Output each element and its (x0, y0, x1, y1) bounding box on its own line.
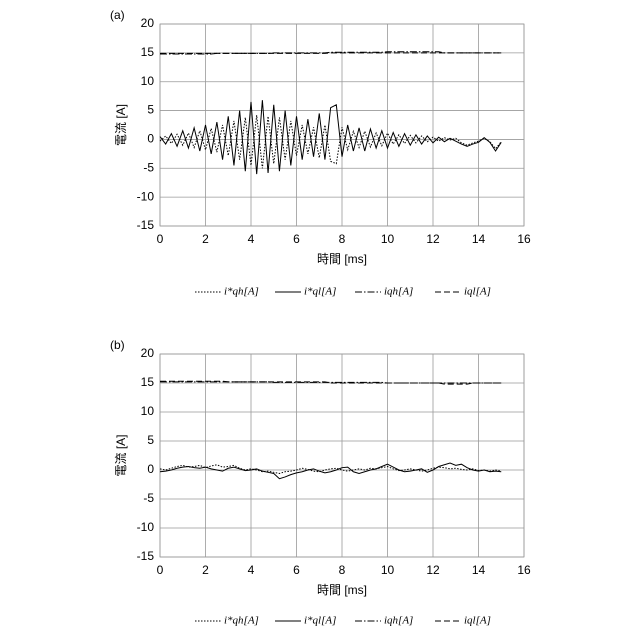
y-tick-label: 20 (141, 16, 155, 30)
y-tick-label: 10 (141, 74, 155, 88)
x-tick-label: 2 (202, 232, 209, 246)
y-tick-label: 15 (141, 375, 155, 389)
x-tick-label: 14 (472, 232, 486, 246)
x-tick-label: 4 (248, 232, 255, 246)
y-tick-label: -15 (137, 218, 155, 232)
y-tick-label: 20 (141, 346, 155, 360)
x-tick-label: 12 (426, 232, 440, 246)
series-line (160, 100, 501, 174)
y-tick-label: -10 (137, 189, 155, 203)
x-axis-label: 時間 [ms] (317, 252, 367, 266)
y-axis-label: 電流 [A] (114, 434, 128, 476)
x-tick-label: 6 (293, 563, 300, 577)
y-tick-label: -5 (143, 160, 154, 174)
x-tick-label: 10 (381, 232, 395, 246)
x-tick-label: 16 (517, 232, 531, 246)
y-tick-label: 15 (141, 45, 155, 59)
y-tick-label: 5 (147, 433, 154, 447)
legend-label: i*ql[A] (304, 615, 336, 627)
x-axis-label: 時間 [ms] (317, 583, 367, 597)
y-tick-label: -15 (137, 549, 155, 563)
x-tick-label: 16 (517, 563, 531, 577)
series-line (160, 115, 501, 168)
x-tick-label: 0 (157, 563, 164, 577)
x-tick-label: 8 (339, 232, 346, 246)
y-axis-label: 電流 [A] (114, 104, 128, 146)
x-tick-label: 14 (472, 563, 486, 577)
y-tick-label: 10 (141, 404, 155, 418)
x-tick-label: 12 (426, 563, 440, 577)
y-tick-label: -5 (143, 491, 154, 505)
legend-label: iql[A] (464, 286, 491, 298)
y-tick-label: 5 (147, 103, 154, 117)
y-tick-label: -10 (137, 520, 155, 534)
legend-label: i*qh[A] (224, 286, 259, 298)
x-tick-label: 10 (381, 563, 395, 577)
x-tick-label: 4 (248, 563, 255, 577)
y-tick-label: 0 (147, 132, 154, 146)
y-tick-label: 0 (147, 462, 154, 476)
x-tick-label: 0 (157, 232, 164, 246)
legend-label: iqh[A] (384, 615, 413, 627)
series-line (160, 463, 501, 479)
legend-label: iqh[A] (384, 286, 413, 298)
x-tick-label: 6 (293, 232, 300, 246)
legend-label: i*ql[A] (304, 286, 336, 298)
x-tick-label: 2 (202, 563, 209, 577)
x-tick-label: 8 (339, 563, 346, 577)
page: (a)-15-10-5051015200246810121416時間 [ms]電… (0, 0, 640, 640)
panel-label: (b) (110, 338, 125, 352)
legend-label: iql[A] (464, 615, 491, 627)
legend-label: i*qh[A] (224, 615, 259, 627)
panel-label: (a) (110, 8, 125, 22)
